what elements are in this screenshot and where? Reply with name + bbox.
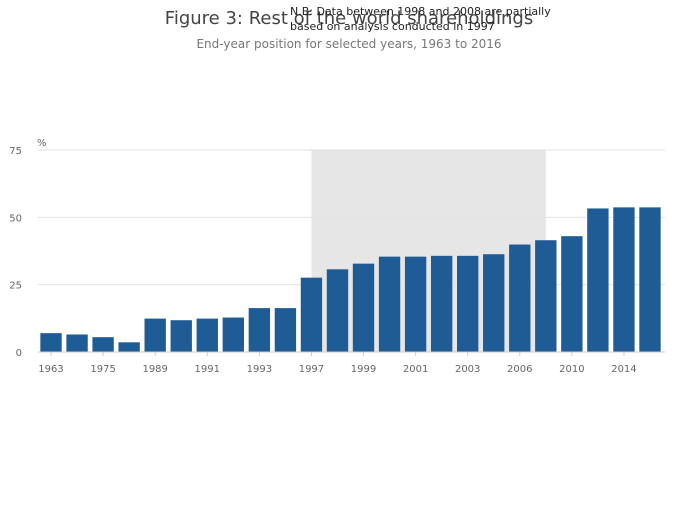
x-tick-label-1975: 1975 <box>90 364 115 375</box>
bar-2003 <box>457 255 479 352</box>
bar-1989 <box>144 318 166 352</box>
x-tick-label-1999: 1999 <box>351 364 376 375</box>
y-tick-label: 0 <box>16 348 22 359</box>
bar-2006 <box>509 244 531 352</box>
x-tick-label-1963: 1963 <box>38 364 63 375</box>
x-axis-ticks: 1963 1975 1989 1991 1993 1997 1999 2001 2003 2006… <box>38 352 637 375</box>
annotation-note-line-2: based on analysis conducted in 1997 <box>290 20 495 33</box>
bar-1963 <box>40 333 62 352</box>
x-tick-label-1991: 1991 <box>195 364 220 375</box>
y-tick-label: 50 <box>9 213 22 224</box>
y-tick-label: 75 <box>9 146 22 157</box>
bar-1999 <box>352 263 375 352</box>
bar-2002 <box>430 255 453 352</box>
y-axis-ticks: 0 25 50 75 <box>9 146 22 359</box>
chart-title: Figure 3: Rest of the world shareholding… <box>165 8 533 29</box>
x-tick-label-2010: 2010 <box>559 364 584 375</box>
bar-1975 <box>92 337 114 352</box>
bar-2008 <box>535 240 557 352</box>
x-tick-label-1997: 1997 <box>299 364 324 375</box>
bar-2012 <box>587 208 609 352</box>
bar-1992 <box>222 317 244 352</box>
x-tick-label-2003: 2003 <box>455 364 480 375</box>
y-axis-unit-label: % <box>37 138 47 149</box>
bar-2014 <box>613 207 635 352</box>
bar-1993 <box>248 308 271 352</box>
bar-1997 <box>300 277 323 352</box>
bar-1981 <box>118 342 140 352</box>
bar-1998 <box>326 269 349 352</box>
bar-1991 <box>196 318 218 352</box>
bar-2010 <box>561 236 583 352</box>
bar-1969 <box>66 334 88 352</box>
chart-subtitle: End-year position for selected years, 19… <box>196 37 501 51</box>
bar-2016 <box>639 207 661 352</box>
bar-2000 <box>378 256 401 352</box>
x-tick-label-1993: 1993 <box>247 364 272 375</box>
y-tick-label: 25 <box>9 281 22 292</box>
x-tick-label-2014: 2014 <box>611 364 636 375</box>
bars <box>40 207 661 352</box>
x-tick-label-2001: 2001 <box>403 364 428 375</box>
bar-1990 <box>170 320 192 352</box>
bar-2004 <box>483 254 505 352</box>
shaded-period-band <box>311 150 546 352</box>
bar-1994 <box>274 308 297 352</box>
x-tick-label-1989: 1989 <box>142 364 167 375</box>
annotation-note-line-1: N.B: Data between 1998 and 2008 are part… <box>290 5 551 18</box>
gridlines <box>38 149 665 286</box>
bar-2001 <box>404 256 427 352</box>
x-tick-label-2006: 2006 <box>507 364 532 375</box>
